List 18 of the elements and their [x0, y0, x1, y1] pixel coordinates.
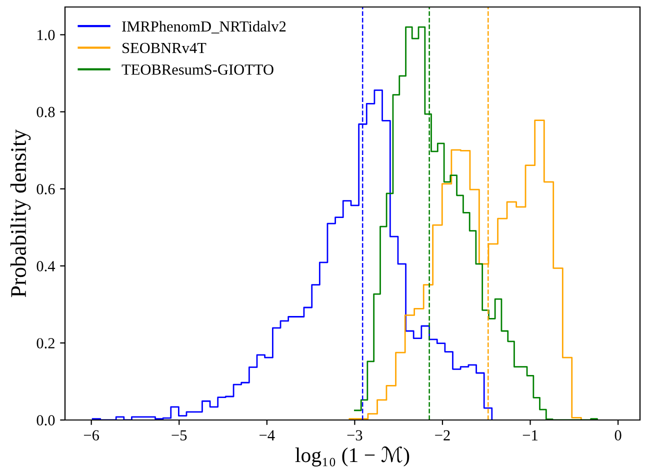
x-tick-label: −2 — [435, 430, 450, 440]
x-axis-title: log₁₀ (1 − ℳ) — [295, 446, 410, 466]
y-tick-label: 0.6 — [36, 184, 55, 194]
y-tick-label: 0.8 — [36, 106, 55, 118]
x-tick-label: −5 — [172, 430, 187, 440]
legend-label: IMRPhenomD_NRTidalv2 — [122, 20, 286, 34]
y-tick-label: 0.2 — [36, 338, 54, 348]
y-axis-title: Probability density — [10, 129, 31, 298]
x-tick-label: 0 — [614, 430, 622, 440]
x-tick-label: −3 — [347, 430, 362, 440]
x-tick-label: −4 — [260, 430, 275, 440]
legend-label: TEOBResumS-GIOTTO — [122, 64, 274, 75]
x-tick-label: −1 — [522, 430, 538, 440]
y-tick-label: 0.0 — [36, 415, 55, 426]
legend-label: SEOBNRv4T — [122, 42, 206, 54]
y-tick-label: 1.0 — [38, 30, 55, 40]
x-tick-label: −6 — [84, 430, 100, 440]
y-tick-label: 0.4 — [36, 261, 56, 272]
